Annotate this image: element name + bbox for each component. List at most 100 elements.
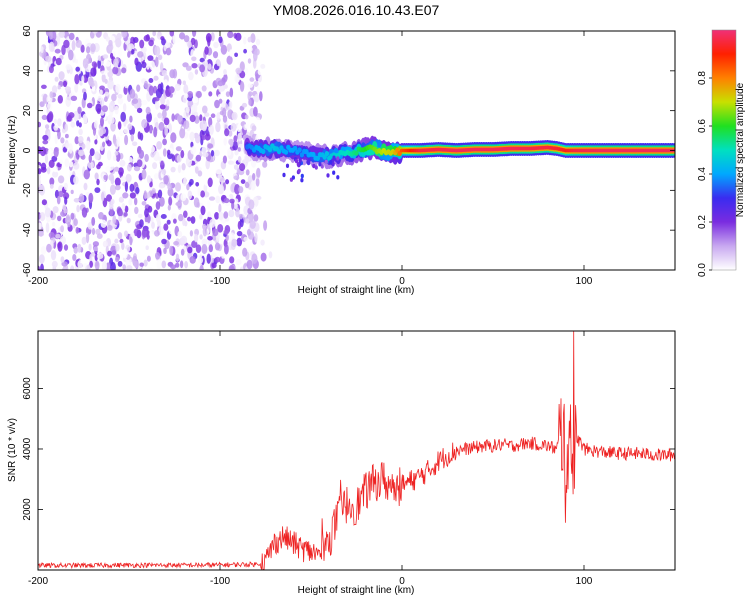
spectrogram-noise-cell xyxy=(215,169,222,175)
spectrogram-noise-cell xyxy=(208,91,213,97)
spectrogram-noise-cell xyxy=(116,33,122,41)
spectrogram-noise-cell xyxy=(207,236,213,241)
spectrogram-noise-cell xyxy=(149,231,153,238)
spectrogram-noise-cell xyxy=(187,40,192,49)
spectrogram-noise-cell xyxy=(213,41,219,49)
spectrogram-noise-cell xyxy=(65,133,69,139)
spectrogram-noise-cell xyxy=(194,69,199,75)
spectrogram-noise-cell xyxy=(121,31,128,38)
spectrogram-noise-cell xyxy=(105,36,111,42)
spectrogram-noise-cell xyxy=(58,71,65,81)
spectrogram-noise-cell xyxy=(151,221,155,229)
spectrogram-noise-cell xyxy=(150,145,155,153)
spectrogram-noise-cell xyxy=(121,203,126,211)
spectrogram-noise-cell xyxy=(92,31,98,34)
spectrogram-noise-cell xyxy=(253,214,259,222)
spectrogram-noise-cell xyxy=(68,32,75,41)
spectrogram-noise-cell xyxy=(74,83,79,93)
spectrogram-noise-cell xyxy=(116,136,121,147)
spectrogram-noise-cell xyxy=(262,161,268,168)
spectrogram-noise-cell xyxy=(96,233,103,239)
spectrogram-noise-cell xyxy=(48,232,55,238)
spectrogram-noise-cell xyxy=(131,98,139,104)
spectrogram-noise-cell xyxy=(47,101,53,111)
spectrogram-noise-cell xyxy=(101,260,108,270)
spectrogram-noise-cell xyxy=(170,166,176,173)
spectrogram-noise-cell xyxy=(263,220,268,231)
spectrogram-noise-cell xyxy=(223,137,227,146)
spectrogram-noise-cell xyxy=(90,43,96,53)
spectrogram-noise-cell xyxy=(60,256,65,263)
spectrogram-noise-cell xyxy=(204,112,210,117)
spectrogram-noise-cell xyxy=(168,86,175,94)
spectrogram-noise-cell xyxy=(136,159,143,168)
colorbar-tick-label: 0.2 xyxy=(697,215,708,229)
spectrogram-noise-cell xyxy=(229,49,234,57)
spectrogram-noise-cell xyxy=(218,184,225,195)
spectrogram-noise-cell xyxy=(200,190,206,198)
spectrogram-noise-cell xyxy=(255,117,261,122)
spectrogram-noise-cell xyxy=(64,86,71,92)
spectrogram-noise-cell xyxy=(169,31,175,37)
spectrogram-noise-cell xyxy=(124,80,129,89)
spectrogram-noise-cell xyxy=(239,81,245,92)
spectrogram-noise-cell xyxy=(180,235,188,245)
spectrogram-x-label: Height of straight line (km) xyxy=(298,285,415,296)
spectrogram-noise-cell xyxy=(208,196,216,201)
spectrogram-noise-cell xyxy=(239,163,246,172)
spectrogram-noise-cell xyxy=(120,176,126,182)
spectrogram-noise-cell xyxy=(165,42,171,48)
spectrogram-noise-cell xyxy=(138,149,145,159)
spectrogram-noise-cell xyxy=(133,166,141,172)
spectrogram-noise-cell xyxy=(91,227,96,236)
spectrogram-noise-cell xyxy=(156,141,163,150)
spectrogram-noise-cell xyxy=(223,197,230,204)
spectrogram-noise-cell xyxy=(117,121,122,130)
spectrogram-noise-cell xyxy=(110,176,115,185)
spectrogram-noise-cell xyxy=(210,113,216,118)
spectrogram-noise-cell xyxy=(260,63,266,69)
spectrogram-noise-cell xyxy=(175,182,181,192)
spectrogram-noise-cell xyxy=(89,260,93,268)
spectrogram-noise-cell xyxy=(81,236,87,245)
spectrogram-noise-cell xyxy=(210,150,215,157)
spectrogram-noise-cell xyxy=(129,192,136,199)
spectrogram-noise-cell xyxy=(199,114,203,122)
spectrogram-noise-cell xyxy=(204,46,209,55)
spectrogram-noise-cell xyxy=(229,256,235,264)
spectrogram-noise-cell xyxy=(52,206,59,214)
spectrogram-noise-cell xyxy=(115,256,120,262)
spectrogram-noise-cell xyxy=(185,106,190,114)
spectrogram-noise-cell xyxy=(205,33,212,43)
spectrogram-noise-cell xyxy=(190,49,195,59)
spectrogram-noise-cell xyxy=(70,95,78,102)
spectrogram-noise-cell xyxy=(75,39,83,48)
spectrogram-noise-cell xyxy=(224,244,229,255)
spectrogram-noise-cell xyxy=(51,221,56,227)
spectrogram-noise-cell xyxy=(94,139,98,145)
spectrogram-noise-cell xyxy=(188,71,194,81)
spectrogram-noise-cell xyxy=(53,125,59,131)
spectrogram-noise-cell xyxy=(75,226,80,234)
spectrogram-noise-cell xyxy=(41,114,48,120)
spectrogram-noise-cell xyxy=(59,159,64,164)
spectrogram-noise-cell xyxy=(183,176,187,187)
x-tick-label: -100 xyxy=(210,576,230,587)
spectrogram-noise-cell xyxy=(38,168,42,175)
spectrogram-noise-cell xyxy=(111,250,117,255)
spectrogram-noise-cell xyxy=(122,248,128,259)
spectrogram-noise-cell xyxy=(106,194,112,202)
spectrogram-noise-cell xyxy=(220,44,228,55)
spectrogram-noise-cell xyxy=(162,148,167,157)
spectrogram-noise-cell xyxy=(184,261,189,269)
spectrogram-noise-cell xyxy=(209,218,216,228)
spectrogram-noise-cell xyxy=(73,246,78,254)
spectrogram-noise-cell xyxy=(73,110,79,122)
spectrogram-ridge-point xyxy=(354,150,359,156)
spectrogram-noise-cell xyxy=(76,119,80,127)
spectrogram-noise-cell xyxy=(102,183,107,192)
spectrogram-noise-cell xyxy=(56,195,61,205)
spectrogram-noise-cell xyxy=(53,147,59,158)
spectrogram-noise-cell xyxy=(192,31,197,37)
spectrogram-noise-cell xyxy=(233,164,239,170)
